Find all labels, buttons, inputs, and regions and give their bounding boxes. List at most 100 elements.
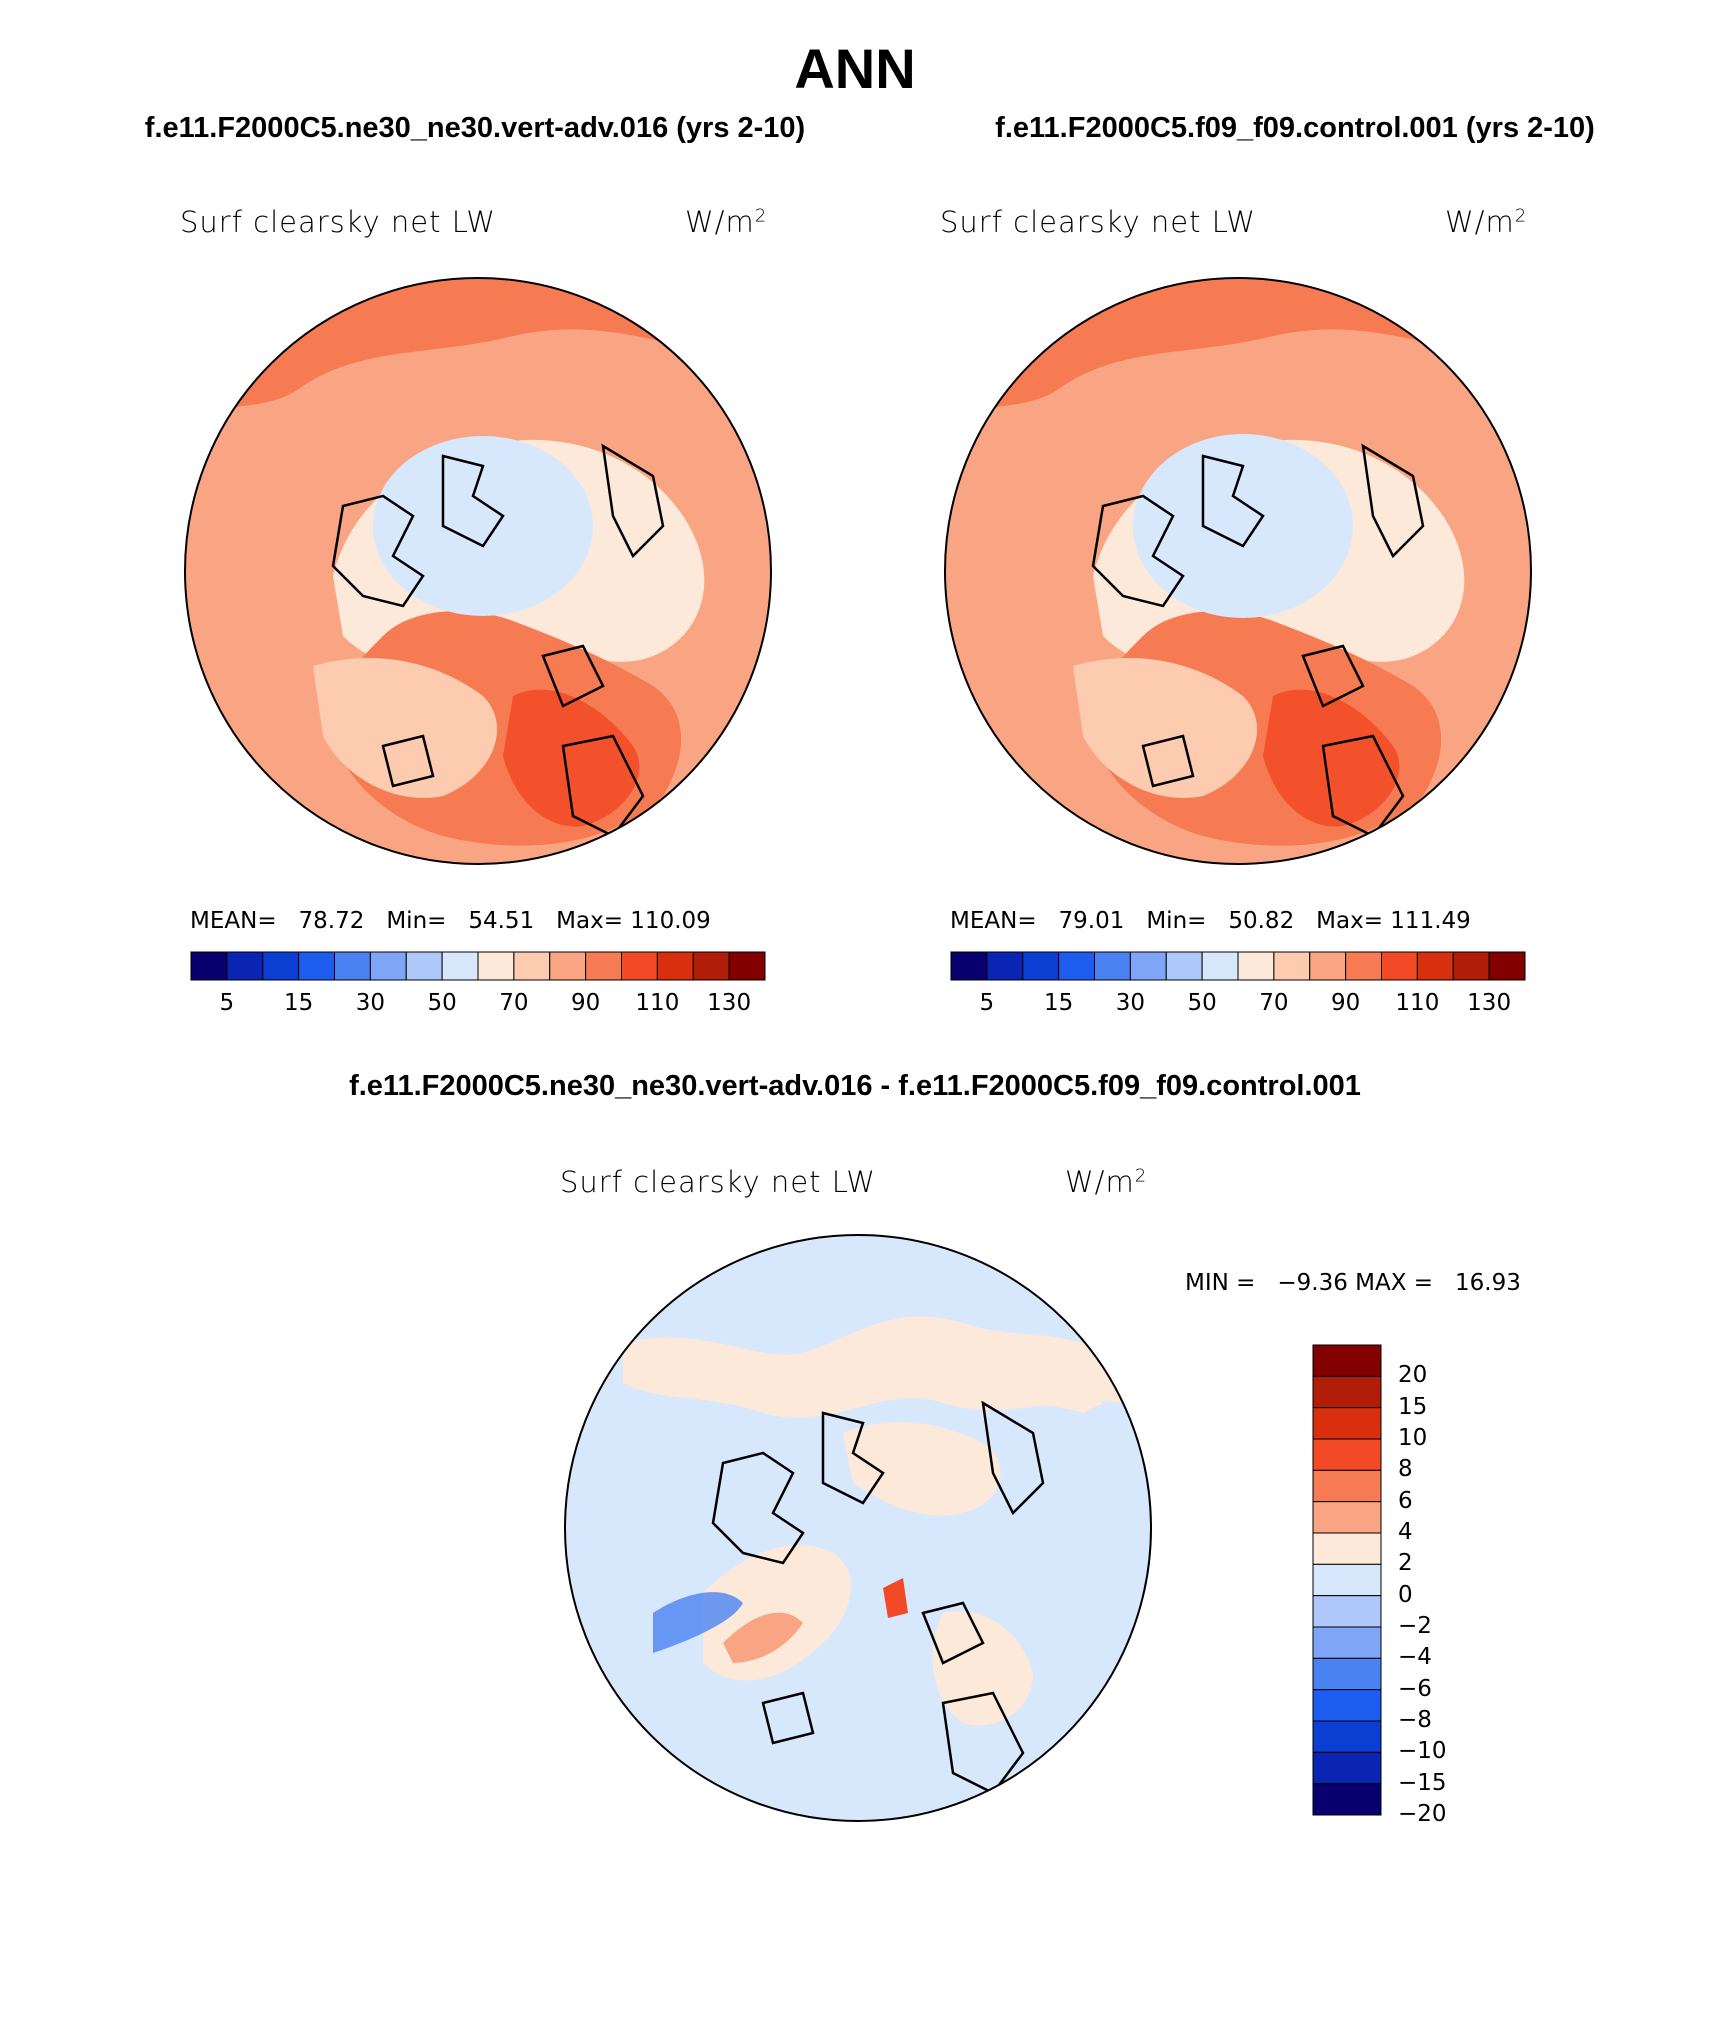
right-units-label: W/m2 <box>1445 205 1528 239</box>
right-colorbar-swatch-11 <box>1345 951 1382 981</box>
difference-colorbar-swatch-14 <box>1312 1783 1382 1816</box>
difference-colorbar <box>1312 1344 1382 1816</box>
left-colorbar-tick-label: 70 <box>499 990 529 1016</box>
right-colorbar-labels: 5 15 30 50 70 90 110 130 <box>951 990 1525 1020</box>
difference-colorbar-swatch-13 <box>1312 1751 1382 1785</box>
left-colorbar-swatch-9 <box>513 951 551 981</box>
difference-colorbar-swatch-11 <box>1312 1689 1382 1722</box>
left-stats: MEAN= 78.72 Min= 54.51 Max= 110.09 <box>190 908 711 934</box>
right-case-title: f.e11.F2000C5.f09_f09.control.001 (yrs 2… <box>995 112 1595 144</box>
difference-colorbar-swatch-10 <box>1312 1657 1382 1691</box>
left-colorbar-swatch-10 <box>549 951 587 981</box>
difference-colorbar-tick-label: 10 <box>1398 1425 1428 1451</box>
difference-colorbar-tick-label: 8 <box>1398 1456 1413 1483</box>
left-colorbar-swatch-11 <box>585 951 622 981</box>
difference-colorbar-swatch-6 <box>1312 1532 1382 1565</box>
right-variable-label: Surf clearsky net LW <box>940 205 1256 239</box>
difference-colorbar-tick-label: −2 <box>1398 1613 1432 1639</box>
right-colorbar-tick-label: 5 <box>979 990 995 1016</box>
difference-colorbar-swatch-1 <box>1312 1375 1382 1409</box>
difference-colorbar-labels: 20 15 10 8 6 4 2 0 −2 −4 −6 −8 −10 −15 −20 <box>1398 1345 1478 1827</box>
left-units-label: W/m2 <box>685 205 768 239</box>
diff-stats: MIN = −9.36 MAX = 16.93 <box>1185 1270 1521 1296</box>
difference-colorbar-tick-label: 0 <box>1398 1581 1413 1608</box>
left-colorbar-swatch-7 <box>441 951 479 981</box>
difference-colorbar-swatch-4 <box>1312 1469 1382 1503</box>
left-colorbar-swatch-4 <box>334 951 371 981</box>
left-colorbar-swatch-5 <box>369 951 407 981</box>
left-colorbar-swatch-1 <box>226 951 264 981</box>
left-colorbar <box>190 951 766 981</box>
left-colorbar-swatch-6 <box>405 951 443 981</box>
right-colorbar-swatch-5 <box>1129 951 1167 981</box>
right-colorbar-swatch-10 <box>1309 951 1347 981</box>
left-colorbar-swatch-13 <box>656 951 694 981</box>
left-colorbar-swatch-2 <box>262 951 300 981</box>
right-colorbar-swatch-2 <box>1022 951 1060 981</box>
right-colorbar-swatch-14 <box>1452 951 1490 981</box>
left-variable-label: Surf clearsky net LW <box>180 205 496 239</box>
difference-colorbar-swatch-3 <box>1312 1438 1382 1471</box>
left-colorbar-tick-label: 15 <box>283 990 314 1016</box>
left-colorbar-labels: 5 15 30 50 70 90 110 130 <box>191 990 765 1020</box>
diff-variable-label: Surf clearsky net LW <box>560 1165 876 1199</box>
difference-colorbar-swatch-5 <box>1312 1501 1382 1534</box>
right-colorbar-tick-label: 50 <box>1187 990 1217 1016</box>
difference-colorbar-tick-label: −4 <box>1398 1644 1432 1671</box>
difference-colorbar-tick-label: 15 <box>1398 1393 1428 1420</box>
difference-colorbar-swatch-7 <box>1312 1563 1382 1597</box>
difference-colorbar-swatch-12 <box>1312 1720 1382 1753</box>
left-colorbar-swatch-0 <box>190 951 228 981</box>
difference-colorbar-tick-label: 20 <box>1398 1362 1428 1389</box>
left-colorbar-tick-label: 50 <box>427 990 457 1016</box>
left-colorbar-swatch-12 <box>621 951 658 981</box>
left-colorbar-tick-label: 90 <box>570 990 601 1016</box>
left-colorbar-swatch-15 <box>728 951 766 981</box>
right-colorbar-tick-label: 30 <box>1115 990 1146 1016</box>
difference-colorbar-tick-label: −15 <box>1398 1769 1447 1796</box>
left-polar-map <box>184 277 772 865</box>
difference-colorbar-tick-label: 6 <box>1398 1487 1413 1514</box>
right-colorbar-tick-label: 110 <box>1395 990 1440 1016</box>
difference-colorbar-swatch-2 <box>1312 1407 1382 1440</box>
left-colorbar-swatch-3 <box>298 951 335 981</box>
right-colorbar-swatch-1 <box>986 951 1024 981</box>
difference-colorbar-swatch-0 <box>1312 1344 1382 1377</box>
page-title: ANN <box>794 37 916 100</box>
right-colorbar-swatch-8 <box>1237 951 1275 981</box>
difference-title: f.e11.F2000C5.ne30_ne30.vert-adv.016 - f… <box>349 1070 1361 1102</box>
right-colorbar-swatch-15 <box>1488 951 1526 981</box>
difference-polar-map <box>564 1234 1152 1822</box>
right-colorbar-swatch-4 <box>1094 951 1131 981</box>
left-case-title: f.e11.F2000C5.ne30_ne30.vert-adv.016 (yr… <box>144 112 806 144</box>
right-colorbar-swatch-0 <box>950 951 988 981</box>
difference-colorbar-swatch-8 <box>1312 1595 1382 1628</box>
difference-colorbar-tick-label: −20 <box>1398 1801 1447 1827</box>
right-colorbar-tick-label: 90 <box>1330 990 1361 1016</box>
left-colorbar-tick-label: 130 <box>707 990 752 1016</box>
right-polar-map <box>944 277 1532 865</box>
difference-colorbar-tick-label: −6 <box>1398 1675 1432 1702</box>
difference-colorbar-tick-label: −10 <box>1398 1738 1447 1765</box>
right-colorbar <box>950 951 1526 981</box>
diff-units-label: W/m2 <box>1065 1165 1148 1199</box>
left-colorbar-tick-label: 5 <box>219 990 235 1016</box>
right-colorbar-tick-label: 130 <box>1467 990 1512 1016</box>
difference-colorbar-tick-label: 2 <box>1398 1550 1413 1577</box>
right-colorbar-swatch-12 <box>1381 951 1418 981</box>
right-colorbar-swatch-9 <box>1273 951 1311 981</box>
right-colorbar-swatch-7 <box>1201 951 1239 981</box>
right-stats: MEAN= 79.01 Min= 50.82 Max= 111.49 <box>950 908 1471 934</box>
right-colorbar-swatch-6 <box>1165 951 1203 981</box>
left-colorbar-swatch-14 <box>692 951 730 981</box>
left-colorbar-swatch-8 <box>477 951 515 981</box>
left-colorbar-tick-label: 110 <box>635 990 680 1016</box>
difference-colorbar-swatch-9 <box>1312 1626 1382 1659</box>
left-colorbar-tick-label: 30 <box>355 990 386 1016</box>
right-colorbar-swatch-3 <box>1058 951 1095 981</box>
right-colorbar-swatch-13 <box>1416 951 1454 981</box>
difference-colorbar-tick-label: −8 <box>1398 1707 1432 1733</box>
right-colorbar-tick-label: 15 <box>1043 990 1074 1016</box>
right-colorbar-tick-label: 70 <box>1259 990 1289 1016</box>
difference-colorbar-tick-label: 4 <box>1398 1519 1413 1545</box>
